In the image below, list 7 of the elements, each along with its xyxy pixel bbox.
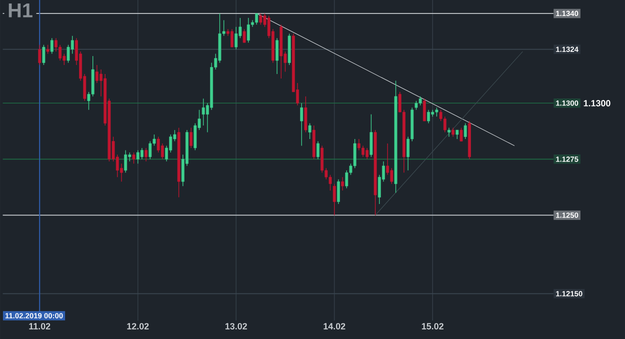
x-tick-label: 13.02 <box>225 322 247 330</box>
annotation: 1.1300 <box>584 100 610 106</box>
x-tick-label: 11.02 <box>29 322 50 330</box>
x-tick-label: 14.02 <box>324 322 346 330</box>
x-tick-label: 12.02 <box>127 322 149 330</box>
chart-title: H1 <box>8 3 32 17</box>
x-tick-label: 15.02 <box>422 322 444 330</box>
